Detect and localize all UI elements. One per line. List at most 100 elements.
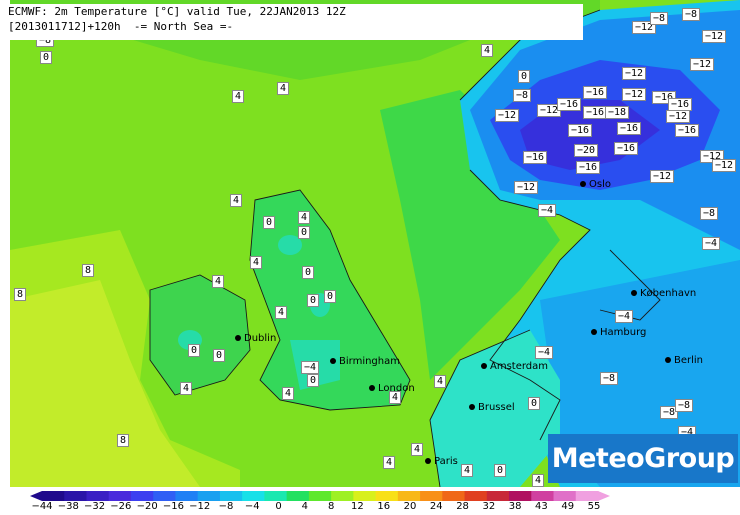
contour-label: 0 [302, 266, 315, 279]
contour-label: 4 [232, 90, 245, 103]
contour-label: 0 [298, 226, 311, 239]
legend-swatch [286, 491, 310, 501]
legend-swatch [397, 491, 421, 501]
legend-tick: 49 [561, 501, 575, 512]
contour-label: −16 [617, 122, 642, 135]
city-name: Dublin [244, 333, 277, 344]
city-dot-icon [580, 181, 586, 187]
brand-name: MeteoGroup [551, 443, 735, 474]
legend-swatch [130, 491, 154, 501]
legend-tick: 8 [327, 501, 335, 512]
contour-label: −12 [495, 109, 520, 122]
city-dot-icon [665, 357, 671, 363]
legend-swatch [464, 491, 488, 501]
legend-swatch [353, 491, 377, 501]
legend-tick: 38 [508, 501, 522, 512]
city-name: København [640, 288, 697, 299]
legend-tick: −4 [244, 501, 260, 512]
city-name: Oslo [589, 179, 611, 190]
contour-label: 0 [188, 344, 201, 357]
contour-label: −12 [666, 110, 691, 123]
contour-label: −8 [675, 399, 694, 412]
legend-tick: 32 [482, 501, 496, 512]
legend-swatch [509, 491, 532, 501]
legend-tick: −20 [136, 501, 158, 512]
color-scale-legend [30, 491, 610, 501]
contour-label: 4 [532, 474, 545, 487]
legend-swatch [197, 491, 221, 501]
city-name: Birmingham [339, 356, 400, 367]
legend-swatch [108, 491, 132, 501]
legend-tick: 20 [403, 501, 417, 512]
contour-label: 4 [411, 443, 424, 456]
legend-tick: 55 [587, 501, 601, 512]
city-dot-icon [369, 385, 375, 391]
legend-tick: −8 [218, 501, 234, 512]
legend-tick: −12 [189, 501, 211, 512]
legend-tick: 24 [429, 501, 443, 512]
contour-label: 0 [307, 294, 320, 307]
contour-label: 4 [434, 375, 447, 388]
contour-label: −12 [690, 58, 715, 71]
contour-label: −8 [650, 12, 669, 25]
city-marker: Amsterdam [481, 361, 548, 372]
legend-swatch [331, 491, 354, 501]
contour-label: −16 [614, 142, 639, 155]
contour-label: −4 [538, 204, 557, 217]
legend-right-arrow [598, 491, 610, 501]
city-marker: Birmingham [330, 356, 400, 367]
legend-left-arrow [30, 491, 42, 501]
contour-label: 4 [383, 456, 396, 469]
city-name: Paris [434, 456, 458, 467]
meteogroup-logo: MeteoGroup [548, 434, 738, 483]
city-marker: London [369, 383, 415, 394]
contour-label: 4 [461, 464, 474, 477]
city-marker: Brussel [469, 402, 515, 413]
city-marker: København [631, 288, 696, 299]
legend-tick: 12 [351, 501, 364, 512]
legend-tick-labels: −44 −38 −32 −26 −20 −16 −12 −8 −4 0 4 8 12 16 20 24 28 32… [31, 501, 612, 515]
legend-swatch [531, 491, 555, 501]
city-dot-icon [591, 329, 597, 335]
city-marker: Hamburg [591, 327, 646, 338]
contour-label: −4 [702, 237, 721, 250]
contour-label: −8 [700, 207, 719, 220]
legend-swatch [575, 491, 599, 501]
contour-label: 0 [307, 374, 320, 387]
contour-label: 0 [213, 349, 226, 362]
contour-label: 4 [250, 256, 263, 269]
legend-tick: 4 [301, 501, 309, 512]
legend-swatch [264, 491, 288, 501]
city-name: Amsterdam [490, 361, 549, 372]
legend-swatch [242, 491, 265, 501]
contour-label: 4 [180, 382, 193, 395]
contour-label: 4 [298, 211, 311, 224]
legend-tick: −16 [162, 501, 184, 512]
contour-label: −12 [702, 30, 727, 43]
contour-label: 4 [389, 391, 402, 404]
legend-swatch [375, 491, 399, 501]
legend-tick: 0 [275, 501, 282, 512]
contour-label: −8 [600, 372, 619, 385]
contour-label: −8 [682, 8, 701, 21]
city-marker: Oslo [580, 179, 611, 190]
contour-label: 8 [82, 264, 95, 277]
contour-label: −16 [583, 86, 608, 99]
city-dot-icon [330, 358, 336, 364]
legend-tick: −26 [110, 501, 132, 512]
contour-label: −12 [622, 67, 647, 80]
contour-label: 4 [282, 387, 295, 400]
legend-swatch [42, 491, 65, 501]
contour-label: −12 [650, 170, 675, 183]
map-header: ECMWF: 2m Temperature [°C] valid Tue, 22… [8, 4, 583, 40]
legend-tick: −44 [31, 501, 53, 512]
legend-swatch [86, 491, 110, 501]
header-line-2: [2013011712]+120h -= North Sea =- [8, 20, 234, 33]
legend-tick: 43 [535, 501, 548, 512]
legend-swatch [175, 491, 199, 501]
contour-label: −4 [535, 346, 554, 359]
city-name: London [378, 383, 415, 394]
contour-label: −12 [514, 181, 539, 194]
city-dot-icon [469, 404, 475, 410]
contour-label: −16 [583, 106, 608, 119]
